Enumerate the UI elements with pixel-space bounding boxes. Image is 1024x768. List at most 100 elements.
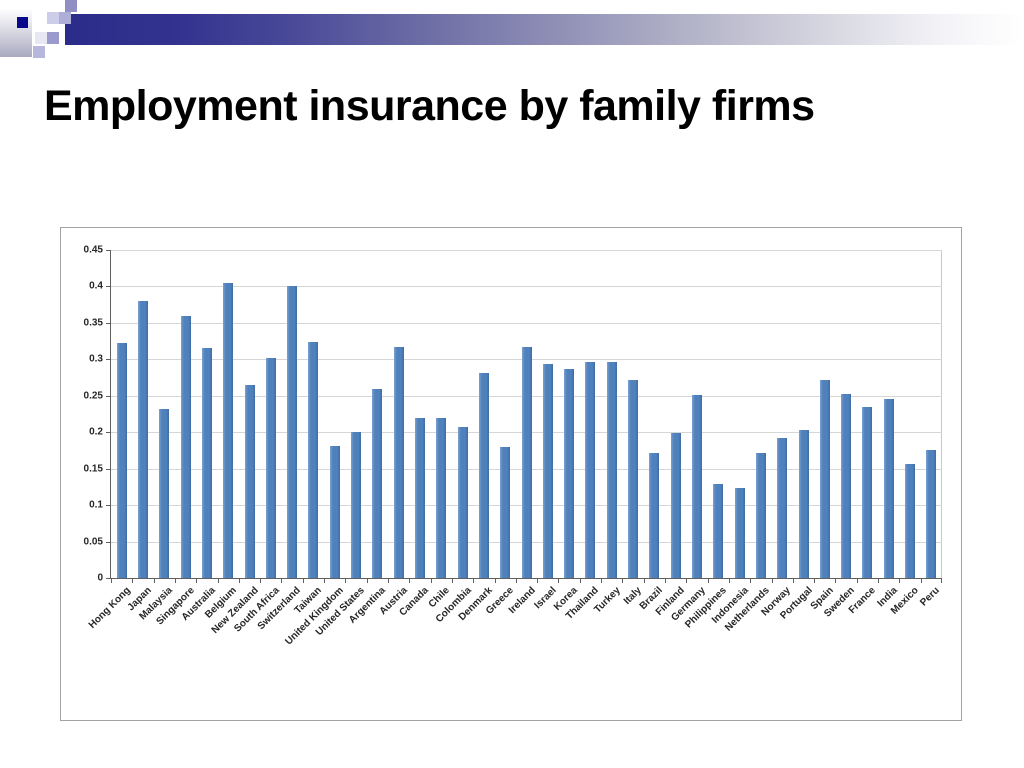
x-axis-tick (835, 579, 837, 583)
bar-india (883, 398, 894, 578)
gridline (111, 322, 942, 324)
y-tick-label: 0.2 (89, 426, 103, 438)
bar-turkey (606, 361, 617, 578)
square-lavender-4 (35, 32, 47, 44)
bar-sweden (841, 393, 852, 578)
bar-canada (414, 417, 425, 578)
x-axis-tick (473, 579, 475, 583)
y-tick-label: 0.35 (83, 317, 103, 329)
bar-indonesia (734, 488, 745, 578)
x-axis-tick (707, 579, 709, 583)
y-tick-label: 0.3 (89, 353, 103, 365)
bar-singapore (180, 315, 191, 578)
x-tick-label: Peru (918, 585, 943, 609)
square-lavender-2 (59, 12, 71, 24)
bar-united-kingdom (329, 446, 340, 578)
y-tick-label: 0.1 (89, 499, 103, 511)
y-tick-label: 0.25 (83, 390, 103, 402)
x-axis-tick (665, 579, 666, 583)
bar-norway (777, 438, 788, 578)
x-axis-tick (132, 579, 134, 583)
bar-chart-plot-area: 0 0.05 0.1 0.15 0.2 0.25 0.3 0.35 0.4 0.45 Hong Ko… (84, 245, 943, 648)
x-axis-tick (153, 579, 155, 583)
bar-peru (926, 449, 937, 578)
x-axis-tick (899, 579, 901, 583)
x-axis-tick (388, 579, 389, 583)
bar-korea (564, 368, 575, 578)
bar-mexico (905, 463, 916, 578)
x-axis-tick (217, 579, 219, 583)
bar-colombia (457, 427, 468, 578)
x-axis-tick (558, 579, 560, 583)
bar-denmark (478, 373, 489, 578)
square-lavender-3 (65, 0, 77, 12)
bar-spain (819, 379, 830, 578)
x-axis-tick (324, 579, 326, 583)
x-axis-tick (430, 579, 432, 583)
y-tick-label: 0 (97, 572, 103, 584)
x-axis-tick (260, 579, 262, 583)
header-gradient-bar (65, 14, 1024, 45)
bar-thailand (585, 361, 596, 578)
y-tick-label: 0.4 (89, 280, 103, 292)
y-axis-tick (106, 468, 111, 470)
bar-greece (500, 446, 511, 578)
x-axis-tick (920, 579, 922, 583)
bar-switzerland (287, 285, 298, 578)
x-axis-tick (302, 579, 304, 583)
x-axis-tick (174, 579, 176, 583)
bar-united-states (351, 432, 362, 578)
x-axis-tick (941, 579, 942, 583)
bar-finland (670, 432, 681, 578)
x-axis-tick (643, 579, 645, 583)
x-axis-tick (238, 579, 240, 583)
bar-portugal (798, 430, 809, 578)
x-axis-tick (409, 579, 411, 583)
y-axis-tick (106, 395, 111, 397)
x-axis-line (106, 578, 942, 579)
y-axis-tick (106, 432, 111, 434)
plot-right-border (941, 250, 942, 578)
x-axis-tick (728, 579, 730, 583)
x-axis-tick (814, 579, 816, 583)
x-axis-tick (537, 579, 539, 583)
bar-italy (628, 380, 639, 578)
y-axis-tick (106, 286, 111, 288)
bar-philippines (713, 483, 724, 578)
y-axis-tick (106, 541, 111, 543)
square-lavender-1 (47, 12, 59, 24)
x-axis-tick (111, 579, 112, 583)
x-tick-label: Hong Kong (86, 585, 133, 631)
y-axis-tick (106, 322, 111, 324)
x-axis-tick (878, 579, 880, 583)
y-axis-tick (106, 578, 111, 579)
bar-taiwan (308, 341, 319, 578)
y-tick-label: 0.15 (83, 463, 103, 475)
y-axis-tick (106, 505, 111, 507)
y-tick-label: 0.45 (83, 244, 103, 256)
bar-australia (201, 348, 212, 578)
square-lavender-6 (33, 46, 45, 58)
bar-chile (436, 417, 447, 578)
gridline (111, 286, 942, 288)
x-axis-tick (345, 579, 347, 583)
y-axis-tick (106, 250, 111, 251)
x-axis-tick (771, 579, 773, 583)
x-axis-tick (494, 579, 496, 583)
x-axis-tick (686, 579, 688, 583)
x-axis-tick (601, 579, 603, 583)
x-axis-tick (579, 579, 581, 583)
x-axis-tick (451, 579, 453, 583)
bar-new-zealand (244, 384, 255, 578)
bar-belgium (223, 282, 234, 578)
bar-hong-kong (116, 343, 127, 578)
bar-malaysia (159, 408, 170, 578)
bar-south-africa (265, 357, 276, 578)
bar-germany (691, 395, 702, 578)
y-axis-line (110, 250, 111, 578)
x-axis-tick (856, 579, 858, 583)
bar-argentina (372, 388, 383, 578)
x-axis-tick (366, 579, 368, 583)
header-left-gradient-strip (0, 0, 32, 57)
